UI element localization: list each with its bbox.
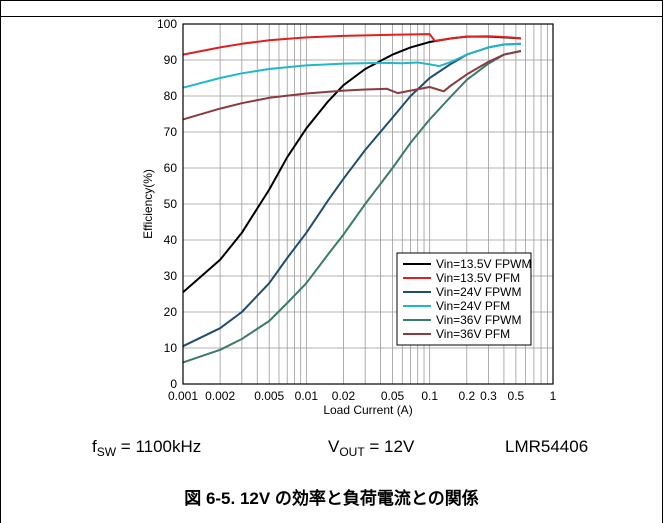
x-tick-label: 0.3	[480, 389, 497, 403]
y-tick-label: 90	[164, 53, 178, 67]
y-tick-label: 20	[164, 305, 178, 319]
legend-entry: Vin=36V FPWM	[436, 313, 521, 327]
legend-entry: Vin=24V FPWM	[436, 285, 521, 299]
series-line	[182, 42, 522, 89]
plot-border	[182, 23, 554, 385]
legend-entry: Vin=36V PFM	[436, 327, 510, 341]
figure-caption: 図 6-5. 12V の効率と負荷電流との関係	[184, 489, 479, 508]
series-line	[182, 33, 522, 56]
y-tick-label: 80	[164, 89, 178, 103]
y-tick-label: 40	[164, 233, 178, 247]
x-tick-label: 0.001	[168, 389, 198, 403]
y-axis-label: Efficiency(%)	[141, 169, 155, 239]
efficiency-chart: 0 10 20 30 40 50 60 70 80 90 100 0.001 0.002 0.005 0.0…	[141, 17, 557, 417]
legend-entry: Vin=24V PFM	[436, 299, 510, 313]
output-voltage: VOUT = 12V	[328, 437, 415, 459]
series-line	[182, 50, 522, 364]
part-number: LMR54406	[505, 437, 589, 456]
legend-entry: Vin=13.5V FPWM	[436, 257, 531, 271]
top-rule	[0, 16, 663, 17]
x-tick-label: 1	[550, 389, 557, 403]
y-tick-label: 10	[164, 341, 178, 355]
y-tick-label: 30	[164, 269, 178, 283]
y-tick-label: 0	[170, 377, 177, 391]
switching-frequency: fSW = 1100kHz	[92, 437, 202, 459]
series-line	[182, 50, 522, 121]
axes: 0 10 20 30 40 50 60 70 80 90 100 0.001 0.002 0.005 0.0…	[141, 17, 557, 417]
x-tick-label: 0.1	[421, 389, 438, 403]
x-tick-label: 0.2	[458, 389, 475, 403]
x-tick-label: 0.05	[381, 389, 405, 403]
legend-entry: Vin=13.5V PFM	[436, 271, 520, 285]
x-tick-label: 0.005	[254, 389, 284, 403]
x-tick-label: 0.02	[332, 389, 356, 403]
x-axis-label: Load Current (A)	[323, 403, 412, 417]
x-tick-label: 0.002	[205, 389, 235, 403]
y-tick-label: 50	[164, 197, 178, 211]
y-tick-label: 100	[157, 17, 177, 31]
legend-box	[396, 252, 532, 346]
y-tick-label: 60	[164, 161, 178, 175]
x-tick-label: 0.01	[295, 389, 319, 403]
y-tick-label: 70	[164, 125, 178, 139]
x-tick-label: 0.5	[508, 389, 525, 403]
series-lines	[182, 33, 522, 364]
